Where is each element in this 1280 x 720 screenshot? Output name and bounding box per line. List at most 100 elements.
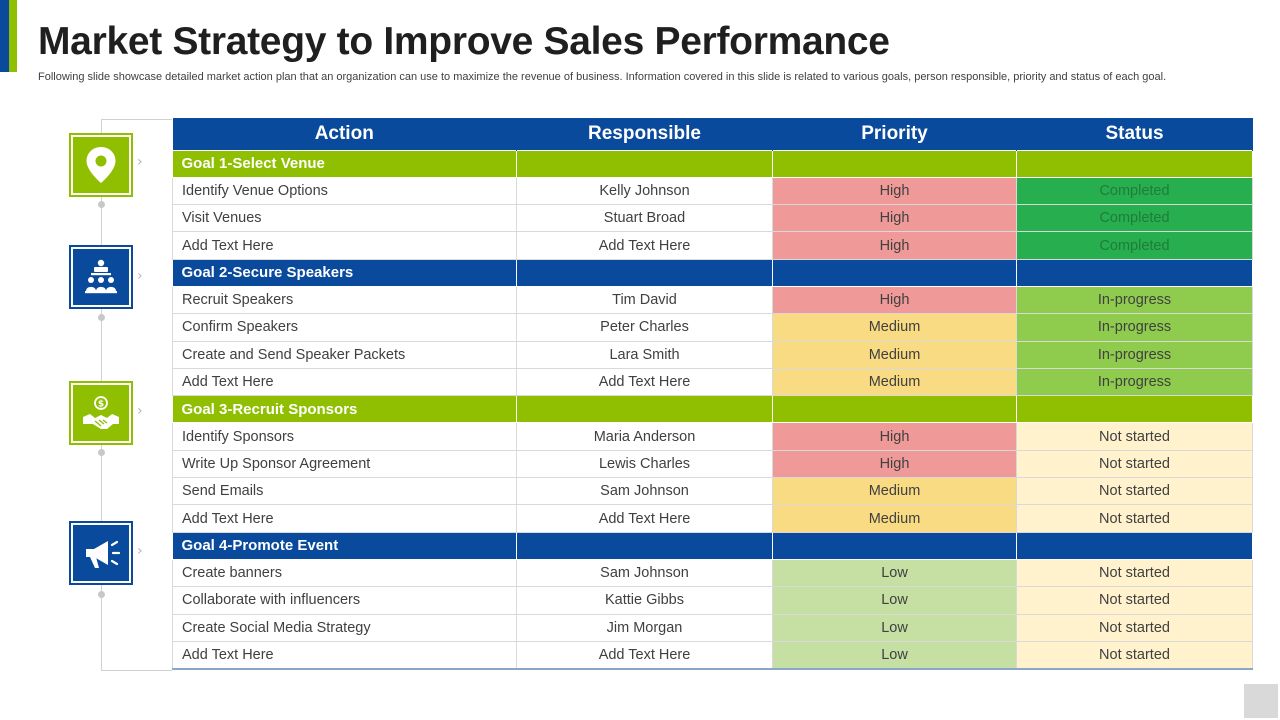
connector-line-bottom — [101, 670, 172, 671]
responsible-cell: Jim Morgan — [516, 613, 773, 642]
responsible-cell: Kelly Johnson — [516, 176, 773, 206]
goal-header-row: Goal 1-Select Venue — [172, 149, 1253, 178]
speaker-audience-icon — [85, 259, 117, 294]
action-cell: Confirm Speakers — [172, 313, 517, 342]
action-plan-table: Action Responsible Priority Status Goal … — [172, 118, 1253, 670]
table-row: Identify Sponsors Maria Anderson High No… — [172, 422, 1253, 451]
status-cell: Not started — [1016, 422, 1253, 451]
corner-placeholder — [1244, 684, 1278, 718]
megaphone-icon — [86, 540, 121, 568]
action-cell: Identify Venue Options — [172, 176, 517, 206]
goal-cell — [1016, 395, 1253, 424]
priority-cell: High — [772, 204, 1017, 233]
table-row: Add Text Here Add Text Here Medium In-pr… — [172, 367, 1253, 397]
table-header-row: Action Responsible Priority Status — [172, 118, 1253, 150]
responsible-cell: Add Text Here — [516, 504, 773, 533]
priority-cell: Medium — [772, 477, 1017, 506]
action-cell: Add Text Here — [172, 367, 517, 397]
table-row: Add Text Here Add Text Here High Complet… — [172, 231, 1253, 260]
action-cell: Add Text Here — [172, 640, 517, 670]
header-responsible: Responsible — [516, 118, 773, 150]
location-pin-icon — [86, 147, 116, 183]
handshake-dollar-icon: $ — [83, 396, 119, 429]
table-row: Write Up Sponsor Agreement Lewis Charles… — [172, 449, 1253, 479]
action-cell: Create Social Media Strategy — [172, 613, 517, 642]
goal-cell — [772, 531, 1017, 560]
table-row: Collaborate with influencers Kattie Gibb… — [172, 586, 1253, 615]
table-row: Add Text Here Add Text Here Low Not star… — [172, 640, 1253, 670]
chevron-right-icon: › — [137, 403, 143, 419]
priority-cell: Low — [772, 558, 1017, 588]
responsible-cell: Peter Charles — [516, 313, 773, 342]
goal-header-row: Goal 2-Secure Speakers — [172, 258, 1253, 287]
header-priority: Priority — [772, 118, 1017, 150]
chevron-right-icon: › — [137, 543, 143, 559]
chevron-right-icon: › — [137, 268, 143, 284]
table-row: Send Emails Sam Johnson Medium Not start… — [172, 477, 1253, 506]
table-row: Recruit Speakers Tim David High In-progr… — [172, 285, 1253, 315]
goal-label: Goal 3-Recruit Sponsors — [172, 395, 517, 424]
action-cell: Create and Send Speaker Packets — [172, 340, 517, 369]
page-subtitle: Following slide showcase detailed market… — [38, 71, 1167, 83]
goal-cell — [516, 531, 773, 560]
accent-bar-blue — [0, 0, 9, 72]
priority-cell: Medium — [772, 367, 1017, 397]
goal-cell — [772, 149, 1017, 178]
priority-cell: High — [772, 422, 1017, 451]
responsible-cell: Lara Smith — [516, 340, 773, 369]
responsible-cell: Add Text Here — [516, 367, 773, 397]
responsible-cell: Lewis Charles — [516, 449, 773, 479]
priority-cell: Medium — [772, 340, 1017, 369]
table-row: Add Text Here Add Text Here Medium Not s… — [172, 504, 1253, 533]
action-cell: Recruit Speakers — [172, 285, 517, 315]
status-cell: Not started — [1016, 640, 1253, 670]
priority-cell: High — [772, 176, 1017, 206]
goal-cell — [772, 395, 1017, 424]
status-cell: In-progress — [1016, 340, 1253, 369]
responsible-cell: Add Text Here — [516, 640, 773, 670]
priority-cell: Medium — [772, 504, 1017, 533]
status-cell: Not started — [1016, 504, 1253, 533]
status-cell: Completed — [1016, 204, 1253, 233]
status-cell: In-progress — [1016, 285, 1253, 315]
priority-cell: Low — [772, 640, 1017, 670]
goal-4-icon-box — [69, 521, 133, 585]
table-row: Visit Venues Stuart Broad High Completed — [172, 204, 1253, 233]
responsible-cell: Sam Johnson — [516, 477, 773, 506]
table-row: Create Social Media Strategy Jim Morgan … — [172, 613, 1253, 642]
status-cell: Not started — [1016, 586, 1253, 615]
status-cell: Not started — [1016, 449, 1253, 479]
goal-cell — [1016, 149, 1253, 178]
responsible-cell: Sam Johnson — [516, 558, 773, 588]
connector-dot — [98, 591, 105, 598]
responsible-cell: Tim David — [516, 285, 773, 315]
goal-header-row: Goal 4-Promote Event — [172, 531, 1253, 560]
status-cell: Completed — [1016, 176, 1253, 206]
connector-dot — [98, 201, 105, 208]
accent-bar-green — [9, 0, 17, 72]
goal-label: Goal 1-Select Venue — [172, 149, 517, 178]
status-cell: In-progress — [1016, 367, 1253, 397]
goal-2-icon-box — [69, 245, 133, 309]
responsible-cell: Maria Anderson — [516, 422, 773, 451]
connector-line-top — [101, 119, 172, 120]
priority-cell: High — [772, 231, 1017, 260]
goal-cell — [516, 258, 773, 287]
connector-dot — [98, 449, 105, 456]
goal-header-row: Goal 3-Recruit Sponsors — [172, 395, 1253, 424]
goal-cell — [516, 395, 773, 424]
priority-cell: Low — [772, 613, 1017, 642]
priority-cell: High — [772, 449, 1017, 479]
status-cell: Not started — [1016, 477, 1253, 506]
page-title: Market Strategy to Improve Sales Perform… — [38, 20, 890, 63]
header-status: Status — [1016, 118, 1253, 150]
action-cell: Send Emails — [172, 477, 517, 506]
action-cell: Add Text Here — [172, 504, 517, 533]
goal-cell — [772, 258, 1017, 287]
goal-label: Goal 4-Promote Event — [172, 531, 517, 560]
action-cell: Collaborate with influencers — [172, 586, 517, 615]
status-cell: Not started — [1016, 558, 1253, 588]
priority-cell: High — [772, 285, 1017, 315]
priority-cell: Low — [772, 586, 1017, 615]
action-cell: Write Up Sponsor Agreement — [172, 449, 517, 479]
